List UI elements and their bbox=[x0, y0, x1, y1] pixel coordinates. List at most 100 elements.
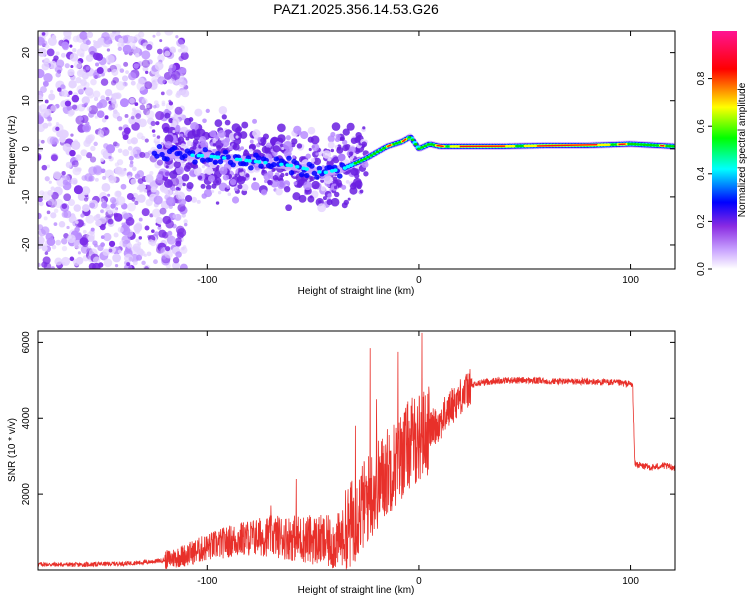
ridge-green bbox=[359, 159, 364, 162]
spectrogram-noise-blob bbox=[130, 80, 136, 86]
spectrogram-mid-blob bbox=[300, 130, 309, 140]
spectrogram-mid-blob bbox=[249, 148, 253, 153]
spectrogram-noise-blob bbox=[145, 70, 149, 75]
spectrogram-noise-blob bbox=[131, 122, 140, 131]
spectrogram-noise-blob bbox=[80, 149, 88, 157]
spectrogram-noise-blob bbox=[99, 198, 105, 203]
spectrogram-mid-blob bbox=[175, 190, 179, 195]
spectrogram-noise-blob bbox=[53, 171, 62, 180]
spectrogram-noise-blob bbox=[146, 44, 153, 51]
spectrogram-noise-blob bbox=[81, 103, 85, 108]
spectrogram-mid-blob bbox=[321, 165, 326, 169]
spectrogram-noise-blob bbox=[84, 173, 93, 182]
spectrogram-noise-blob bbox=[137, 61, 143, 67]
spectrogram-noise-blob bbox=[85, 214, 95, 224]
spectrogram-noise-blob bbox=[100, 235, 105, 240]
spectrogram-mid-blob bbox=[203, 188, 213, 198]
spectrogram-noise-blob bbox=[49, 89, 54, 94]
spectrogram-noise-blob bbox=[71, 94, 80, 103]
chart-title: PAZ1.2025.356.14.53.G26 bbox=[273, 1, 439, 17]
spectrogram-noise-blob bbox=[156, 135, 161, 139]
spectrogram-mid-blob bbox=[240, 146, 245, 151]
ridge-green bbox=[632, 142, 637, 146]
spectrogram-noise-blob bbox=[93, 214, 100, 222]
spectrogram-noise-blob bbox=[94, 243, 98, 248]
spectrogram-mid-blob bbox=[311, 143, 320, 152]
spectrogram-mid-blob bbox=[327, 157, 332, 162]
spectrogram-mid-blob bbox=[191, 196, 198, 203]
spectrogram-noise-blob bbox=[83, 197, 89, 202]
spectrogram-noise-blob bbox=[117, 148, 123, 154]
spectrogram-noise-blob bbox=[164, 31, 174, 36]
spectrogram-noise-blob bbox=[135, 238, 140, 243]
spectrogram-mid-blob bbox=[215, 201, 220, 205]
spectrogram-mid-blob bbox=[215, 136, 219, 140]
spectrogram-noise-blob bbox=[146, 110, 155, 119]
spectrogram-noise-blob bbox=[67, 110, 74, 117]
spectrogram-noise-blob bbox=[149, 125, 153, 129]
ridge-blue bbox=[192, 159, 198, 165]
spectrogram-noise-blob bbox=[92, 52, 101, 61]
spectrogram-mid-blob bbox=[271, 168, 276, 173]
ridge-cyan bbox=[196, 153, 202, 158]
spectrogram-mid-blob bbox=[334, 137, 340, 143]
spectrogram-noise-blob bbox=[174, 81, 179, 85]
spectrogram-mid-blob bbox=[186, 140, 193, 147]
spectrogram-noise-blob bbox=[149, 171, 154, 176]
spectrogram-noise-blob bbox=[151, 208, 162, 218]
spectrogram-noise-blob bbox=[71, 104, 78, 110]
spectrogram-noise-blob bbox=[38, 228, 46, 237]
spectrogram-noise-blob bbox=[141, 260, 146, 266]
spectrogram-noise-blob bbox=[129, 97, 135, 104]
spectrogram-noise-blob bbox=[95, 62, 100, 67]
spectrogram-noise-blob bbox=[156, 48, 163, 55]
spectrogram-mid-blob bbox=[172, 117, 180, 125]
spectrogram-noise-blob bbox=[166, 197, 176, 207]
spectrogram-mid-blob bbox=[182, 182, 186, 187]
spectrogram-mid-blob bbox=[291, 138, 298, 145]
spectrogram-noise-blob bbox=[143, 152, 150, 159]
spectrogram-mid-blob bbox=[260, 189, 268, 196]
ridge-green bbox=[353, 161, 358, 165]
spectrogram-mid-blob bbox=[175, 142, 179, 146]
spectrogram-mid-blob bbox=[359, 189, 364, 194]
spectrogram-mid-blob bbox=[219, 166, 228, 175]
spectrogram-mid-blob bbox=[305, 153, 311, 159]
spectrogram-mid-blob bbox=[307, 136, 314, 143]
spectrogram-noise-blob bbox=[51, 154, 58, 162]
spectrogram-mid-blob bbox=[330, 131, 336, 138]
ridge-cyan bbox=[222, 156, 227, 160]
spectrogram-noise-blob bbox=[38, 197, 43, 203]
spectrogram-noise-blob bbox=[80, 114, 89, 124]
ridge-green bbox=[651, 143, 656, 147]
spectrogram-mid-blob bbox=[261, 169, 265, 173]
spectrogram-mid-blob bbox=[362, 126, 366, 130]
spectrogram-noise-blob bbox=[120, 183, 127, 190]
spectrogram-noise-blob bbox=[127, 38, 136, 47]
ridge-green bbox=[420, 146, 425, 149]
ridge-green bbox=[366, 155, 371, 159]
spectrogram-noise-blob bbox=[156, 159, 163, 166]
spectrogram-noise-blob bbox=[82, 229, 87, 234]
spectrogram-noise-blob bbox=[41, 62, 50, 71]
spectrogram-mid-blob bbox=[229, 178, 237, 186]
spectrogram-noise-blob bbox=[46, 48, 55, 57]
spectrogram-noise-blob bbox=[183, 219, 188, 224]
spectrogram-noise-blob bbox=[69, 256, 75, 262]
spectrogram-noise-blob bbox=[126, 262, 131, 267]
spectrogram-frame bbox=[37, 30, 676, 270]
spectrogram-mid-blob bbox=[277, 180, 286, 190]
spectrogram-noise-blob bbox=[61, 171, 66, 176]
spectrogram-mid-blob bbox=[200, 183, 206, 189]
spectrogram-mid-blob bbox=[262, 133, 269, 140]
spectrogram-noise-blob bbox=[42, 122, 49, 129]
spectrogram-noise-blob bbox=[101, 182, 111, 192]
spectrogram-mid-blob bbox=[175, 186, 180, 191]
spectrogram-noise-blob bbox=[53, 208, 59, 214]
spectrogram-noise-blob bbox=[41, 243, 47, 249]
spectrogram-mid-blob bbox=[327, 141, 335, 149]
spectrogram-mid-blob bbox=[265, 142, 272, 149]
spectrogram-mid-blob bbox=[188, 117, 194, 122]
spectrogram-noise-blob bbox=[94, 177, 99, 182]
spectrogram-noise-blob bbox=[100, 242, 105, 248]
